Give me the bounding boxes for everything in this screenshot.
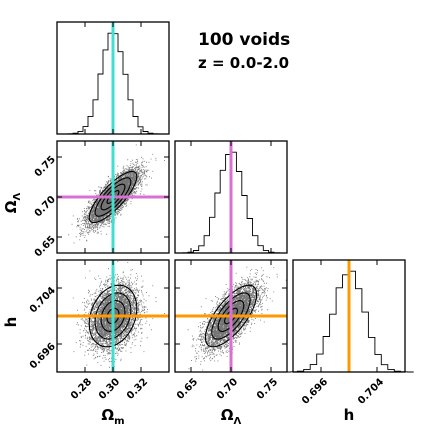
contour-1.5sigma xyxy=(94,292,132,340)
annotation-redshift: z = 0.0-2.0 xyxy=(198,54,289,72)
y-tick-label-OL: 0.75 xyxy=(33,154,58,179)
histogram-panel-h xyxy=(284,259,414,373)
x-axis-label-h: h xyxy=(344,406,355,424)
contour-2sigma xyxy=(88,170,138,224)
annotation-voids: 100 voids xyxy=(198,30,290,50)
y-tick-label-OL: 0.70 xyxy=(33,194,58,219)
x-axis-label-Om: Ωm xyxy=(101,406,124,427)
panels-group: 0.28 0.30 0.32 0.65 0.70 0.75 0.696 0.704 0.65 0.… xyxy=(2,21,414,427)
x-tick-label-OL: 0.70 xyxy=(215,377,240,402)
histogram-panel-Om xyxy=(56,21,170,135)
x-axis-label-OL: ΩΛ xyxy=(221,406,242,427)
contour-0.5sigma xyxy=(106,307,120,325)
contour-1sigma xyxy=(100,300,126,332)
x-tick-label-Om: 0.28 xyxy=(69,377,94,402)
contour-1sigma xyxy=(217,300,245,332)
y-tick-label-h: 0.704 xyxy=(28,285,58,315)
y-tick-label-OL: 0.65 xyxy=(33,234,58,259)
y-axis-label-h: h xyxy=(2,317,20,328)
histogram-frame-h xyxy=(292,259,406,373)
contour-2sigma xyxy=(88,284,138,348)
scatter-points-Om-h xyxy=(57,260,169,372)
x-tick-label-OL: 0.75 xyxy=(255,377,280,402)
sample-points xyxy=(72,261,165,368)
contour-1.5sigma xyxy=(211,292,251,340)
scatter-panel-OL-h xyxy=(174,259,288,373)
contour-1.5sigma xyxy=(94,177,132,217)
x-tick-label-h: 0.696 xyxy=(300,377,330,407)
contour-0.5sigma xyxy=(224,307,238,325)
x-tick-label-OL: 0.65 xyxy=(175,377,200,402)
sample-points xyxy=(187,266,287,371)
y-axis-label-OL: ΩΛ xyxy=(2,192,23,213)
contour-2sigma xyxy=(204,284,258,348)
x-tick-label-Om: 0.32 xyxy=(125,377,150,402)
x-tick-label-Om: 0.30 xyxy=(97,377,122,402)
scatter-points-OL-h xyxy=(175,260,287,372)
y-tick-label-h: 0.696 xyxy=(28,341,58,371)
histogram-panel-OL xyxy=(174,140,288,254)
x-tick-label-h: 0.704 xyxy=(356,377,386,407)
sample-points xyxy=(68,144,165,244)
scatter-panel-Om-OL xyxy=(56,140,170,254)
scatter-points-Om-OL xyxy=(57,141,169,253)
